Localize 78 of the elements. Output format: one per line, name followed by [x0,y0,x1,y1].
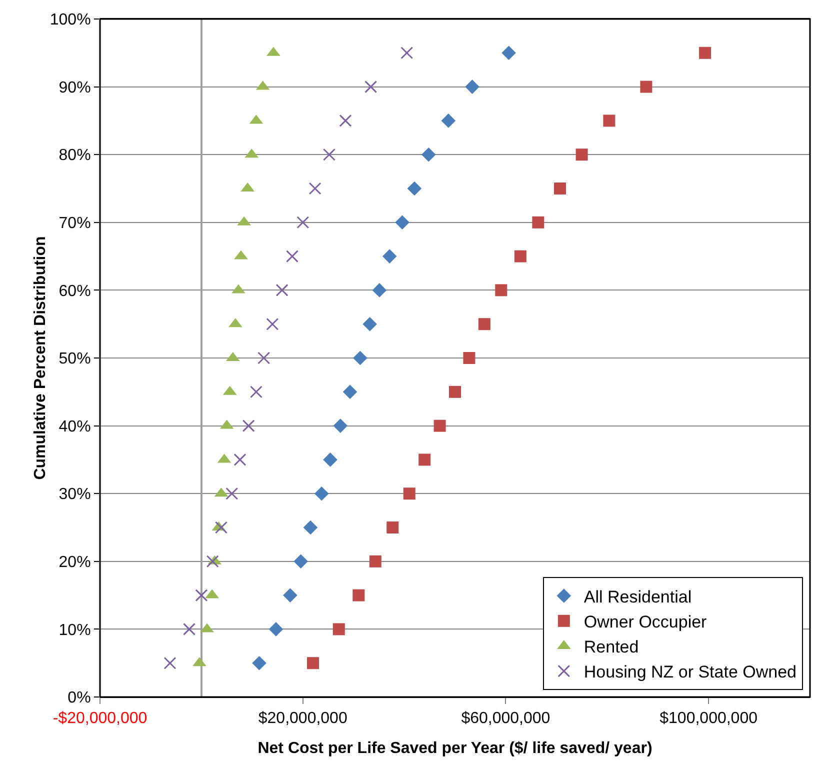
point [554,182,566,194]
point [532,216,544,228]
y-tick-label: 40% [58,418,91,436]
point [314,486,329,501]
point [603,114,616,127]
point [307,657,319,670]
point [640,80,652,93]
point [364,80,378,94]
point [250,386,262,398]
y-tick-label: 20% [58,554,91,571]
x-tick-label: $20,000,000 [258,710,348,728]
point [286,250,298,263]
point [242,420,255,432]
y-axis-title: Cumulative Percent Distribution [32,236,49,480]
legend-label: Rented [584,638,639,657]
point [308,182,322,195]
point [502,46,516,60]
point [296,216,310,229]
point [395,215,410,230]
y-tick-label: 80% [58,147,91,164]
point [386,522,399,534]
y-tick-label: 70% [58,215,91,232]
point [333,418,348,433]
point [403,488,416,500]
y-tick-label: 60% [58,282,91,300]
point [495,284,508,296]
point [206,555,219,568]
legend-label: All Residential [584,587,692,606]
point [407,181,422,196]
point [252,656,266,670]
point [342,384,358,400]
legend-label: Owner Occupier [584,612,708,632]
y-tick-label: 90% [58,79,91,96]
point [283,588,298,602]
point [234,453,246,466]
point [266,318,279,330]
x-axis-title: Net Cost per Life Saved per Year ($/ life saved/ year) [258,740,652,757]
point [195,589,208,602]
point [164,656,176,670]
point [699,46,712,59]
legend-label: Housing NZ or State Owned [584,662,797,682]
point [418,454,431,466]
point [339,114,352,127]
point [421,147,436,162]
point [276,284,288,296]
point [362,316,377,332]
point [258,352,270,364]
x-tick-label: $60,000,000 [461,710,550,728]
point [332,623,345,636]
point [576,148,588,161]
point [514,250,526,262]
point [434,420,446,432]
point [322,148,336,161]
point [465,80,480,94]
y-tick-label: 100% [50,12,91,29]
point [449,386,461,398]
point [353,350,368,366]
point [441,114,456,128]
point [303,520,318,535]
point [463,352,476,364]
y-tick-label: 50% [58,350,91,368]
point [369,555,382,568]
point [352,589,365,602]
y-tick-label: 0% [68,690,91,707]
y-tick-label: 30% [58,486,91,504]
point [323,452,338,467]
point [268,622,284,636]
point [294,554,308,569]
point [382,249,397,264]
x-tick-label: $100,000,000 [660,710,758,728]
point [400,46,414,60]
y-tick-label: 10% [58,622,91,639]
point [372,283,387,298]
point [478,318,490,330]
point [214,521,228,534]
point [183,622,196,636]
x-tick-label: -$20,000,000 [52,710,148,728]
point [226,487,238,500]
